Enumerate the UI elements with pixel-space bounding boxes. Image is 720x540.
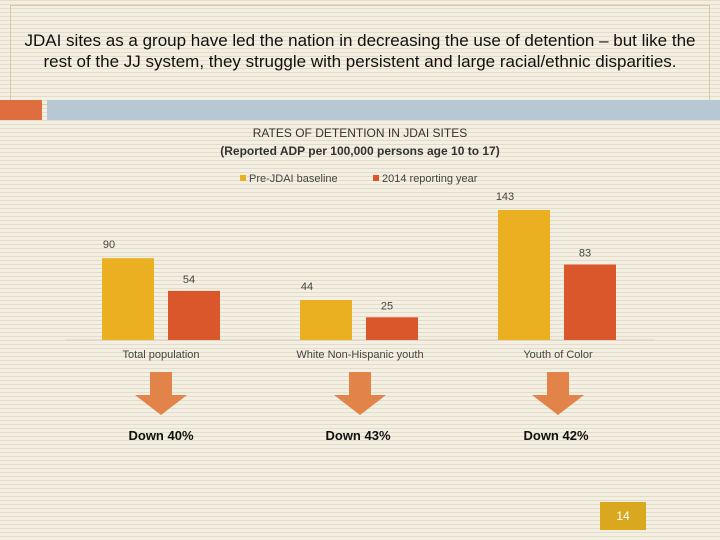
bar [102,258,154,340]
bar-group: 90 54 44 25 143 83 [102,191,616,340]
bar [300,300,352,340]
category-label-color: Youth of Color [523,349,593,361]
legend-label-baseline: Pre-JDAI baseline [249,173,338,185]
chart-title: RATES OF DETENTION IN JDAI SITES [253,126,467,140]
page-number: 14 [616,509,630,523]
data-label: 25 [381,300,393,312]
slide-title: JDAI sites as a group have led the natio… [24,31,696,71]
bar [498,210,550,340]
chart-subtitle: (Reported ADP per 100,000 persons age 10… [220,144,499,158]
data-label: 83 [579,248,591,260]
bar [366,317,418,340]
bar [168,290,220,340]
down-arrow-icon [532,372,584,415]
accent-bar-orange [0,100,42,120]
data-label: 44 [301,281,313,293]
legend-swatch-2014 [373,175,379,181]
accent-bar-blue [47,100,720,120]
data-label: 90 [103,239,115,251]
page-number-badge [600,502,646,530]
legend-swatch-baseline [240,175,246,181]
category-label-white: White Non-Hispanic youth [296,349,423,361]
change-label-color: Down 42% [523,428,588,443]
down-arrow-icon [135,372,187,415]
data-label: 54 [183,274,195,286]
down-arrow-icon [334,372,386,415]
data-label: 143 [496,191,514,203]
category-label-total: Total population [122,349,199,361]
change-label-total: Down 40% [128,428,193,443]
bar [564,264,616,340]
legend-label-2014: 2014 reporting year [382,173,478,185]
change-label-white: Down 43% [325,428,390,443]
